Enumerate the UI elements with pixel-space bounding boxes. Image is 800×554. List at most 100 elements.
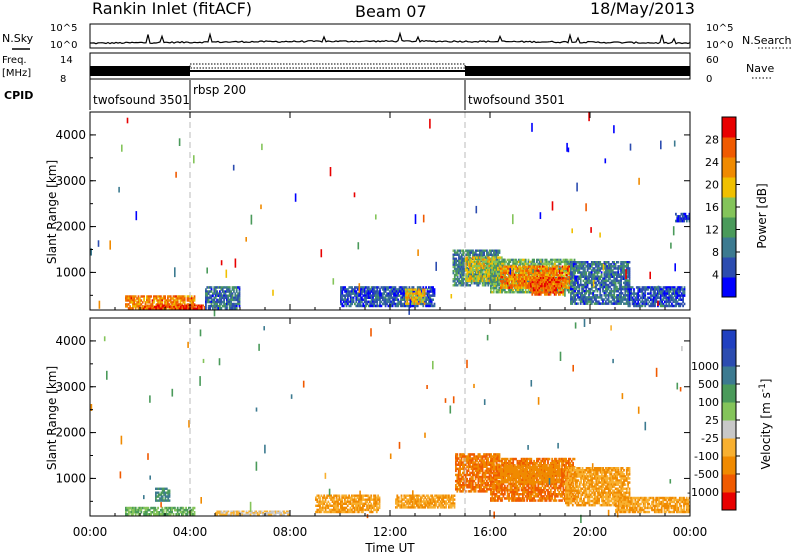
range-cell [534, 279, 536, 282]
range-cell [616, 287, 618, 291]
range-cell [340, 300, 342, 304]
range-cell [495, 270, 498, 274]
range-cell [400, 298, 402, 301]
noise-point [121, 144, 123, 152]
range-cell [467, 276, 470, 279]
range-cell [611, 281, 614, 285]
range-cell [574, 279, 576, 283]
range-cell [384, 304, 387, 308]
range-cell [528, 276, 530, 279]
range-cell [589, 281, 592, 285]
range-cell [538, 277, 541, 280]
range-cell [665, 300, 668, 304]
range-cell [212, 298, 214, 302]
range-cell [425, 302, 427, 306]
range-cell [429, 288, 432, 291]
range-cell [415, 296, 417, 299]
range-cell [348, 300, 351, 304]
range-cell [459, 273, 462, 277]
range-cell [611, 265, 614, 268]
range-cell [370, 290, 373, 293]
range-cell [668, 298, 670, 301]
range-cell [488, 260, 491, 264]
range-cell [490, 249, 492, 252]
range-cell [675, 290, 677, 293]
noise-point [592, 280, 595, 288]
range-cell [603, 273, 606, 276]
range-cell [358, 294, 360, 297]
range-cell [526, 280, 528, 284]
noise-point [429, 118, 431, 129]
range-cell [582, 261, 585, 264]
range-cell [528, 265, 530, 268]
range-cell [220, 296, 223, 300]
range-cell [618, 285, 621, 289]
range-cell [367, 290, 370, 293]
range-cell [592, 275, 595, 278]
range-cell [372, 304, 374, 308]
range-cell [574, 296, 576, 299]
range-cell [536, 271, 539, 275]
range-cell [341, 504, 344, 507]
range-cell [155, 303, 158, 306]
range-cell [416, 290, 419, 293]
range-cell [412, 304, 415, 308]
range-cell [570, 294, 572, 297]
range-cell [344, 506, 346, 510]
range-cell [133, 301, 136, 304]
range-cell [604, 281, 607, 285]
range-cell [575, 265, 578, 268]
range-cell [649, 292, 652, 295]
range-cell [500, 284, 502, 287]
range-cell [655, 300, 658, 304]
range-cell [556, 287, 559, 290]
range-cell [623, 296, 625, 299]
range-cell [533, 269, 536, 273]
range-cell [586, 283, 589, 287]
range-cell [510, 291, 513, 294]
range-cell [611, 269, 614, 272]
range-cell [508, 262, 510, 266]
range-cell [577, 292, 579, 295]
range-cell [155, 297, 158, 300]
range-cell [495, 264, 498, 268]
range-cell [160, 299, 162, 302]
range-cell [614, 267, 617, 270]
range-cell [234, 298, 237, 302]
range-cell [374, 300, 377, 304]
range-cell [610, 302, 613, 305]
range-cell [490, 276, 492, 280]
range-cell [200, 306, 203, 308]
range-cell [387, 286, 390, 289]
range-cell [467, 256, 470, 259]
range-cell [132, 513, 134, 516]
range-cell [512, 269, 515, 273]
range-cell [616, 290, 618, 293]
range-cell [182, 301, 185, 304]
range-cell [544, 277, 546, 280]
range-cell [497, 272, 499, 276]
range-cell [158, 513, 161, 516]
range-cell [652, 294, 655, 297]
range-cell [652, 302, 655, 306]
range-cell [551, 281, 553, 284]
range-cell [388, 300, 391, 304]
range-cell [662, 304, 665, 308]
range-cell [214, 304, 217, 308]
range-cell [657, 296, 659, 299]
range-cell [210, 304, 213, 308]
range-cell [575, 263, 578, 266]
range-cell [523, 286, 526, 289]
range-cell [532, 279, 535, 282]
noise-point [234, 258, 237, 268]
range-cell [546, 281, 549, 284]
range-cell [581, 261, 583, 264]
nsky-panel: N.Sky 10^5 10^0 10^5 10^0 N.Search [2, 23, 792, 51]
range-cell [494, 251, 497, 254]
range-cell [590, 302, 593, 305]
range-cell [386, 298, 388, 301]
range-cell [388, 286, 391, 289]
range-cell [323, 496, 326, 499]
noise-point [475, 205, 478, 214]
range-cell [538, 289, 541, 292]
